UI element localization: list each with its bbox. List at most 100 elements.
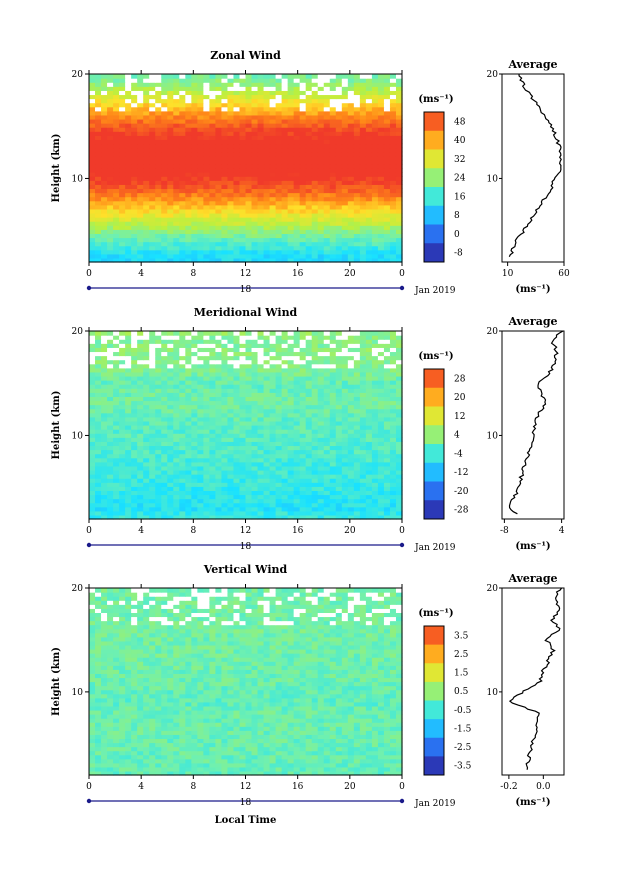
heatmap-cell (323, 106, 331, 112)
heatmap-cell (365, 331, 373, 336)
heatmap-cell (269, 180, 277, 185)
heatmap-cell (251, 441, 259, 447)
heatmap-cell (353, 396, 361, 402)
colorbar-segment (424, 425, 444, 445)
heatmap-cell (203, 155, 210, 161)
heatmap-cell (167, 396, 174, 402)
heatmap-cell (161, 176, 168, 181)
heatmap-cell (365, 172, 373, 177)
heatmap-cell (257, 163, 265, 169)
heatmap-cell (161, 135, 168, 140)
heatmap-cell (251, 367, 259, 373)
heatmap-cell (269, 114, 277, 120)
heatmap-cell (287, 437, 295, 442)
heatmap-cell (173, 331, 180, 336)
heatmap-cell (329, 465, 337, 471)
heatmap-cell (215, 94, 223, 100)
heatmap-cell (191, 347, 198, 353)
heatmap-cell (119, 474, 126, 479)
date-day: 18 (240, 542, 252, 552)
heatmap-cell (125, 392, 132, 397)
heatmap-cell (137, 139, 144, 145)
heatmap-cell (191, 486, 198, 491)
heatmap-cell (305, 494, 313, 500)
heatmap-cell (155, 359, 162, 365)
heatmap-cell (305, 200, 313, 206)
heatmap-cell (311, 253, 319, 259)
heatmap-cell (281, 335, 289, 340)
heatmap-cell (131, 502, 138, 508)
heatmap-cell (107, 469, 114, 475)
heatmap-cell (239, 441, 247, 447)
heatmap-cell (281, 465, 289, 471)
heatmap-cell (353, 482, 361, 487)
heatmap-cell (215, 102, 223, 108)
heatmap-cell (251, 498, 259, 504)
heatmap-cell (269, 363, 277, 369)
heatmap-cell (137, 392, 144, 397)
heatmap-cell (383, 241, 391, 247)
heatmap-cell (173, 188, 180, 194)
heatmap-cell (155, 343, 162, 348)
heatmap-cell (227, 245, 235, 251)
heatmap-cell (377, 445, 385, 451)
heatmap-cell (119, 106, 126, 112)
heatmap-cell (359, 482, 367, 487)
heatmap-cell (305, 429, 313, 434)
heatmap-cell (89, 168, 96, 173)
heatmap-cell (311, 478, 319, 483)
heatmap-cell (125, 229, 132, 234)
heatmap-cell (155, 416, 162, 422)
heatmap-cell (377, 241, 385, 247)
heatmap-cell (209, 457, 216, 463)
heatmap-cell (269, 420, 277, 426)
heatmap-cell (131, 335, 138, 340)
heatmap-cell (311, 135, 319, 140)
heatmap-cell (215, 506, 223, 512)
heatmap-cell (305, 196, 313, 202)
heatmap-cell (257, 363, 265, 369)
heatmap-cell (245, 90, 253, 96)
heatmap-cell (389, 168, 397, 173)
heatmap-cell (251, 217, 259, 222)
heatmap-cell (197, 257, 204, 263)
heatmap-cell (209, 123, 216, 128)
heatmap-cell (89, 490, 96, 496)
heatmap-cell (113, 416, 120, 422)
heatmap-cell (233, 200, 241, 206)
heatmap-cell (305, 212, 313, 218)
heatmap-cell (227, 131, 235, 136)
heatmap-cell (227, 441, 235, 447)
heatmap-cell (131, 168, 138, 173)
heatmap-cell (347, 425, 355, 430)
heatmap-cell (101, 331, 108, 336)
heatmap-cell (203, 237, 210, 243)
heatmap-cell (269, 237, 277, 243)
heatmap-cell (95, 486, 102, 491)
heatmap-cell (257, 384, 265, 389)
heatmap-cell (119, 155, 126, 161)
heatmap-cell (299, 241, 307, 247)
colorbar-segment (424, 112, 444, 132)
heatmap-cell (287, 465, 295, 471)
heatmap-cell (167, 110, 174, 116)
heatmap-cell (311, 86, 319, 91)
heatmap-cell (359, 123, 367, 128)
heatmap-cell (113, 98, 120, 104)
heatmap-cell (209, 118, 216, 124)
heatmap-cell (179, 155, 186, 161)
heatmap-cell (179, 151, 186, 157)
heatmap-cell (395, 437, 403, 442)
panel-title: Meridional Wind (194, 306, 298, 319)
heatmap-cell (89, 241, 96, 247)
heatmap-cell (143, 82, 150, 87)
heatmap-cell (263, 241, 271, 247)
heatmap-cell (293, 257, 301, 263)
heatmap-cell (179, 163, 186, 169)
heatmap-cell (227, 371, 235, 377)
heatmap-cell (113, 90, 120, 96)
heatmap-cell (119, 441, 126, 447)
heatmap-cell (119, 331, 126, 336)
heatmap-cell (377, 437, 385, 442)
heatmap-cell (293, 253, 301, 259)
